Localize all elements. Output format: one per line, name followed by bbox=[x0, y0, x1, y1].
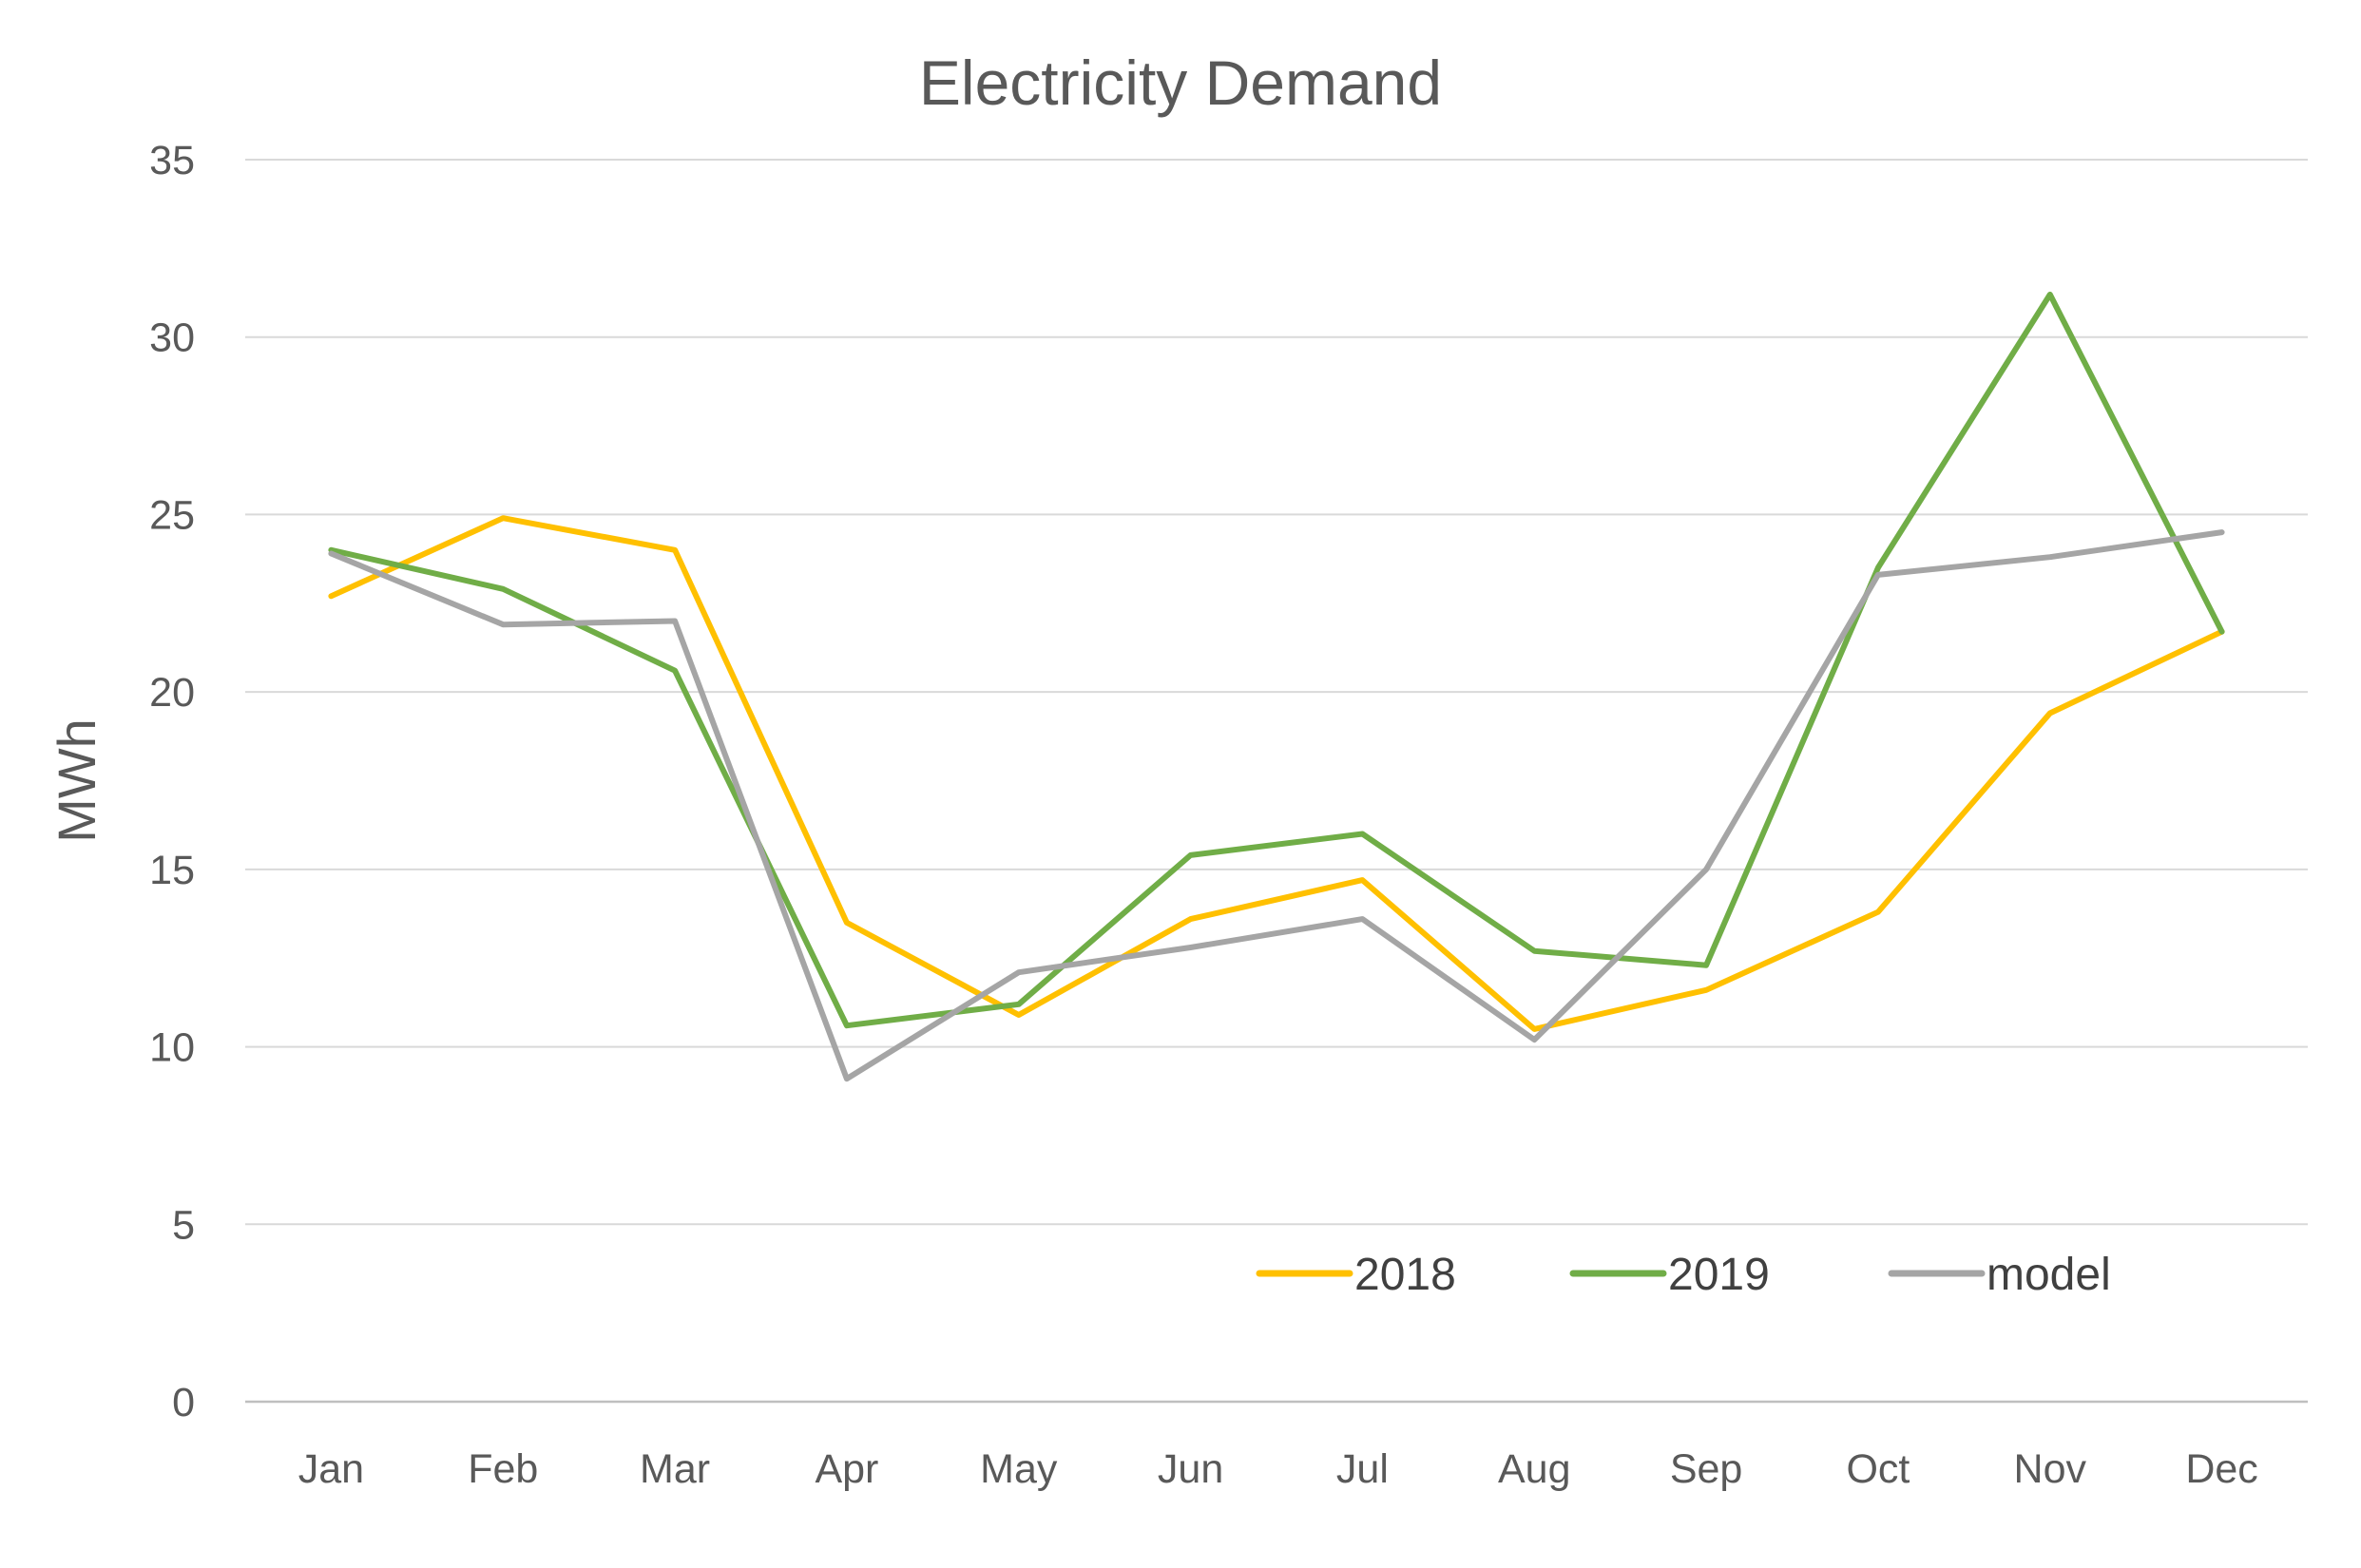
x-tick-label: Jun bbox=[1158, 1446, 1223, 1492]
y-tick-label: 35 bbox=[149, 138, 195, 183]
x-tick-label: Oct bbox=[1846, 1446, 1910, 1492]
x-tick-label: Aug bbox=[1498, 1446, 1571, 1492]
x-tick-label: May bbox=[980, 1446, 1058, 1492]
x-tick-label: Jul bbox=[1336, 1446, 1389, 1492]
gridlines bbox=[245, 159, 2308, 1404]
legend-label-2018: 2018 bbox=[1354, 1250, 1456, 1300]
x-tick-label: Mar bbox=[640, 1446, 710, 1492]
x-tick-label: Apr bbox=[815, 1446, 878, 1492]
y-tick-label: 0 bbox=[172, 1380, 195, 1425]
y-tick-label: 25 bbox=[149, 492, 195, 538]
series-line-model bbox=[328, 529, 2225, 1082]
y-tick-label: 30 bbox=[149, 316, 195, 361]
legend-label-2019: 2019 bbox=[1668, 1250, 1770, 1300]
legend-label-model: model bbox=[1987, 1250, 2111, 1300]
x-tick-label: Nov bbox=[2014, 1446, 2087, 1492]
series-lines bbox=[328, 291, 2225, 1082]
y-tick-label: 5 bbox=[172, 1202, 195, 1248]
y-tick-label: 20 bbox=[149, 670, 195, 716]
y-axis-label: MWh bbox=[47, 718, 106, 843]
x-tick-label: Dec bbox=[2185, 1446, 2257, 1492]
x-tick-label: Jan bbox=[298, 1446, 364, 1492]
x-tick-label: Feb bbox=[468, 1446, 538, 1492]
series-line-2019 bbox=[328, 291, 2225, 1029]
y-tick-label: 10 bbox=[149, 1025, 195, 1071]
x-axis-ticks: Jan Feb Mar Apr May Jun Jul Aug Sep Oct Nov Dec bbox=[298, 1446, 2258, 1492]
chart-title: Electricity Demand bbox=[919, 48, 1442, 118]
y-axis-ticks: 0 5 10 15 20 25 30 35 bbox=[149, 138, 195, 1425]
y-tick-label: 15 bbox=[149, 848, 195, 893]
legend: 2018 2019 model bbox=[1256, 1250, 2111, 1300]
x-tick-label: Sep bbox=[1670, 1446, 1743, 1492]
series-line-2018 bbox=[328, 515, 2225, 1032]
